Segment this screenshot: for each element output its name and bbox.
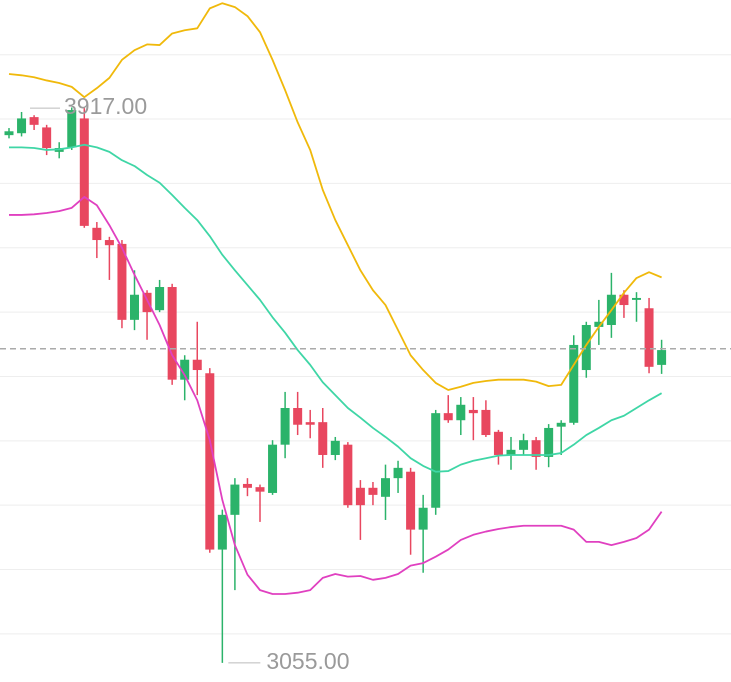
candle-body bbox=[42, 127, 52, 149]
candle-body bbox=[506, 449, 516, 455]
candle-body bbox=[205, 373, 215, 550]
candle-body bbox=[443, 413, 453, 421]
candle-body bbox=[493, 431, 503, 455]
candle-body bbox=[393, 467, 403, 479]
candle-body bbox=[142, 292, 152, 313]
candle-body bbox=[92, 227, 102, 241]
candle-body bbox=[418, 507, 428, 530]
candle-body bbox=[268, 444, 278, 493]
candle-body bbox=[544, 427, 554, 457]
candle-body bbox=[130, 294, 139, 320]
band-line bbox=[9, 196, 663, 595]
candle-body bbox=[519, 440, 529, 450]
candle-body bbox=[242, 483, 252, 488]
candle-body bbox=[657, 350, 667, 365]
candle-body bbox=[104, 240, 114, 246]
candle-body bbox=[192, 359, 202, 371]
candle-body bbox=[481, 409, 491, 436]
candle-body bbox=[355, 487, 365, 506]
candle-body bbox=[569, 344, 579, 423]
candle-body bbox=[456, 404, 466, 421]
candle-body bbox=[167, 287, 177, 380]
candle-body bbox=[79, 118, 89, 226]
candle-body bbox=[180, 359, 190, 380]
annotation-label: 3055.00 bbox=[266, 648, 349, 674]
candle-body bbox=[67, 110, 77, 148]
candle-body bbox=[217, 514, 227, 550]
candle-body bbox=[531, 440, 541, 457]
band-line bbox=[9, 143, 663, 473]
candle-body bbox=[343, 444, 353, 506]
candle-body bbox=[594, 321, 604, 327]
candle-body bbox=[431, 413, 441, 508]
candle-body bbox=[4, 131, 14, 136]
candle-body bbox=[581, 324, 591, 371]
candle-body bbox=[619, 294, 629, 306]
candle-body bbox=[330, 440, 340, 455]
candle-body bbox=[155, 287, 165, 311]
candle-body bbox=[368, 487, 378, 495]
candle-body bbox=[230, 484, 240, 515]
band-line bbox=[8, 2, 662, 391]
candle-body bbox=[305, 422, 315, 425]
annotation-label: 3917.00 bbox=[64, 93, 147, 119]
candle-body bbox=[632, 297, 641, 300]
candle-body bbox=[644, 308, 654, 367]
candle-body bbox=[117, 243, 127, 320]
candle-body bbox=[293, 408, 303, 425]
candle-body bbox=[255, 487, 265, 492]
candle-body bbox=[318, 422, 328, 455]
candle-body bbox=[280, 408, 290, 445]
candle-body bbox=[556, 422, 566, 427]
candle-body bbox=[381, 478, 390, 497]
candle-body bbox=[29, 117, 39, 125]
candle-body bbox=[17, 118, 27, 134]
candle-body bbox=[468, 409, 478, 414]
candle-body bbox=[406, 471, 416, 530]
